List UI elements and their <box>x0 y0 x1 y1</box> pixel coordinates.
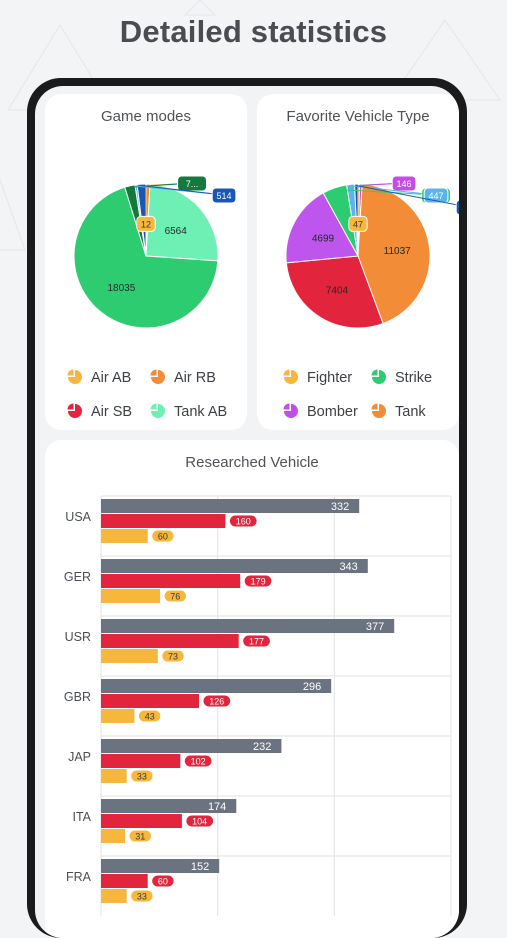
bar-value-label: 177 <box>249 637 264 647</box>
pie-chart-icon <box>150 403 166 419</box>
favorite-vehicle-title: Favorite Vehicle Type <box>257 108 459 125</box>
legend-item-air-sb[interactable]: Air SB <box>67 403 132 420</box>
legend-label: Tank AB <box>174 404 227 420</box>
bar[interactable] <box>101 514 225 528</box>
bar[interactable] <box>101 499 359 513</box>
category-label: JAP <box>68 750 91 764</box>
game-modes-card: Game modes 656418035122217...126514 Air … <box>45 94 247 430</box>
phone-screen: Game modes 656418035122217...126514 Air … <box>35 86 459 938</box>
bar-value-label: 296 <box>303 681 321 693</box>
bar[interactable] <box>101 529 148 543</box>
bar[interactable] <box>101 634 239 648</box>
game-modes-pie-chart: 656418035122217...126514 <box>45 136 247 376</box>
category-label: FRA <box>66 870 92 884</box>
bar[interactable] <box>101 589 160 603</box>
legend-item-strike[interactable]: Strike <box>371 369 432 386</box>
bar-value-label: 43 <box>145 712 155 722</box>
legend-item-tank[interactable]: Tank <box>371 403 426 420</box>
bar-value-label: 33 <box>137 772 147 782</box>
pie-chart-icon <box>150 369 166 385</box>
pie-chart-icon <box>371 403 387 419</box>
bar-value-label: 104 <box>192 817 207 827</box>
favorite-vehicle-card: Favorite Vehicle Type 110377404469947401… <box>257 94 459 430</box>
callout-label: 47 <box>353 219 363 229</box>
bar-value-label: 102 <box>191 757 206 767</box>
bar[interactable] <box>101 694 199 708</box>
legend-label: Air RB <box>174 370 216 386</box>
callout-label: 7... <box>186 179 199 189</box>
pie-chart-icon <box>283 403 299 419</box>
page-headline: Detailed statistics <box>0 14 507 50</box>
phone-frame: Game modes 656418035122217...126514 Air … <box>27 78 467 938</box>
legend-label: Air SB <box>91 404 132 420</box>
callout-label: 514 <box>216 191 231 201</box>
bar-value-label: 76 <box>170 592 180 602</box>
category-label: USA <box>65 510 91 524</box>
bar[interactable] <box>101 769 127 783</box>
legend-label: Bomber <box>307 404 358 420</box>
pie-chart-icon <box>371 369 387 385</box>
bar[interactable] <box>101 619 394 633</box>
researched-vehicle-card: Researched Vehicle USA 332 160 60 GER 343 179 7… <box>45 440 459 938</box>
pie-chart-icon <box>283 369 299 385</box>
callout-label: 12 <box>141 219 151 229</box>
bar[interactable] <box>101 874 148 888</box>
category-label: GBR <box>64 690 91 704</box>
slice-label: 11037 <box>384 246 412 257</box>
slice-label: 18035 <box>107 283 135 294</box>
slice-label: 6564 <box>165 226 188 237</box>
legend-label: Strike <box>395 370 432 386</box>
favorite-vehicle-pie-chart: 110377404469947401462...447193 <box>257 136 459 376</box>
bar[interactable] <box>101 559 368 573</box>
bar-value-label: 152 <box>191 861 209 873</box>
bar-value-label: 33 <box>137 892 147 902</box>
bar-value-label: 174 <box>208 801 226 813</box>
callout-badge <box>456 200 459 215</box>
researched-vehicle-title: Researched Vehicle <box>45 454 459 471</box>
bar-value-label: 60 <box>158 877 168 887</box>
bar[interactable] <box>101 754 180 768</box>
legend-label: Air AB <box>91 370 131 386</box>
pie-chart-icon <box>67 369 83 385</box>
legend-item-tank-ab[interactable]: Tank AB <box>150 403 227 420</box>
legend-item-bomber[interactable]: Bomber <box>283 403 358 420</box>
bar[interactable] <box>101 574 240 588</box>
legend-label: Fighter <box>307 370 352 386</box>
category-label: GER <box>64 570 91 584</box>
legend-item-fighter[interactable]: Fighter <box>283 369 352 386</box>
bar-value-label: 332 <box>331 501 349 513</box>
slice-label: 7404 <box>326 286 349 297</box>
bar[interactable] <box>101 829 125 843</box>
category-label: USR <box>65 630 91 644</box>
bar[interactable] <box>101 814 182 828</box>
category-label: ITA <box>72 810 91 824</box>
bar-value-label: 31 <box>135 832 145 842</box>
bar-value-label: 160 <box>236 517 251 527</box>
bar-value-label: 377 <box>366 621 384 633</box>
bar-value-label: 60 <box>158 532 168 542</box>
bar[interactable] <box>101 679 331 693</box>
bar[interactable] <box>101 709 134 723</box>
bar-value-label: 343 <box>339 561 357 573</box>
legend-item-air-ab[interactable]: Air AB <box>67 369 131 386</box>
bar-value-label: 126 <box>209 697 224 707</box>
slice-label: 4699 <box>312 234 335 245</box>
pie-slice[interactable] <box>146 184 218 261</box>
legend-label: Tank <box>395 404 426 420</box>
bar[interactable] <box>101 649 158 663</box>
callout-label: 146 <box>396 179 411 189</box>
bar-value-label: 232 <box>253 741 271 753</box>
legend-item-air-rb[interactable]: Air RB <box>150 369 216 386</box>
bar[interactable] <box>101 889 127 903</box>
bar-value-label: 73 <box>168 652 178 662</box>
pie-chart-icon <box>67 403 83 419</box>
game-modes-title: Game modes <box>45 108 247 125</box>
bar-value-label: 179 <box>251 577 266 587</box>
researched-vehicle-bar-chart: USA 332 160 60 GER 343 179 76 USR 377 177 73 GBR 296 1… <box>45 490 459 938</box>
